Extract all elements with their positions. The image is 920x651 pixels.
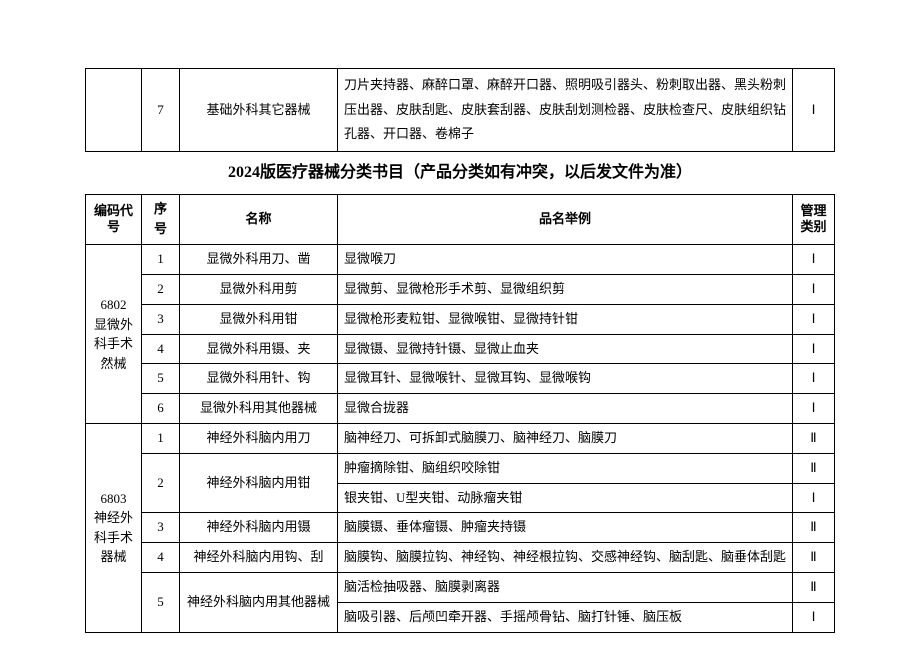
cell-seq: 3 (142, 304, 180, 334)
cell-examples: 显微镊、显微持针镊、显微止血夹 (338, 334, 793, 364)
table-row: 3 神经外科脑内用镊 脑膜镊、垂体瘤镊、肿瘤夹持镊 Ⅱ (86, 513, 835, 543)
cell-name: 神经外科脑内用钩、刮 (180, 543, 338, 573)
cell-name: 神经外科脑内用镊 (180, 513, 338, 543)
cell-examples: 显微枪形麦粒钳、显微喉钳、显微持针钳 (338, 304, 793, 334)
cell-seq: 1 (142, 424, 180, 454)
cell-name: 显微外科用其他器械 (180, 394, 338, 424)
section-code-6803: 6803 神经外科手术器械 (86, 424, 142, 633)
cell-examples: 显微耳针、显微喉针、显微耳钩、显微喉钩 (338, 364, 793, 394)
cell-seq: 2 (142, 275, 180, 305)
fragment-seq: 7 (142, 69, 180, 152)
cell-mgmt: Ⅰ (793, 394, 835, 424)
table-title: 2024版医疗器械分类书目（产品分类如有冲突，以后发文件为准） (86, 152, 835, 195)
fragment-code-cell (86, 69, 142, 152)
fragment-desc: 刀片夹持器、麻醉口罩、麻醉开口器、照明吸引器头、粉刺取出器、黑头粉刺压出器、皮肤… (338, 69, 793, 152)
table-row: 2 显微外科用剪 显微剪、显微枪形手术剪、显微组织剪 Ⅰ (86, 275, 835, 305)
cell-examples: 显微喉刀 (338, 245, 793, 275)
cell-examples: 脑膜镊、垂体瘤镊、肿瘤夹持镊 (338, 513, 793, 543)
cell-seq: 2 (142, 453, 180, 513)
table-row: 5 显微外科用针、钩 显微耳针、显微喉针、显微耳钩、显微喉钩 Ⅰ (86, 364, 835, 394)
cell-examples: 银夹钳、U型夹钳、动脉瘤夹钳 (338, 483, 793, 513)
cell-seq: 5 (142, 573, 180, 633)
cell-seq: 4 (142, 334, 180, 364)
cell-mgmt: Ⅱ (793, 424, 835, 454)
cell-seq: 3 (142, 513, 180, 543)
header-seq: 序号 (142, 194, 180, 245)
cell-name: 神经外科脑内用钳 (180, 453, 338, 513)
header-mgmt: 管理类别 (793, 194, 835, 245)
cell-mgmt: Ⅰ (793, 304, 835, 334)
table-row: 6803 神经外科手术器械 1 神经外科脑内用刀 脑神经刀、可拆卸式脑膜刀、脑神… (86, 424, 835, 454)
cell-mgmt: Ⅰ (793, 364, 835, 394)
table-row: 3 显微外科用钳 显微枪形麦粒钳、显微喉钳、显微持针钳 Ⅰ (86, 304, 835, 334)
fragment-name: 基础外科其它器械 (180, 69, 338, 152)
section-code-6802: 6802 显微外科手术然械 (86, 245, 142, 424)
fragment-row: 7 基础外科其它器械 刀片夹持器、麻醉口罩、麻醉开口器、照明吸引器头、粉刺取出器… (86, 69, 835, 152)
cell-name: 显微外科用镊、夹 (180, 334, 338, 364)
table-row: 5 神经外科脑内用其他器械 脑活检抽吸器、脑膜剥离器 Ⅱ (86, 573, 835, 603)
cell-seq: 5 (142, 364, 180, 394)
fragment-mgmt: Ⅰ (793, 69, 835, 152)
header-code: 编码代号 (86, 194, 142, 245)
table-row: 4 显微外科用镊、夹 显微镊、显微持针镊、显微止血夹 Ⅰ (86, 334, 835, 364)
cell-examples: 显微剪、显微枪形手术剪、显微组织剪 (338, 275, 793, 305)
cell-examples: 脑膜钩、脑膜拉钩、神经钩、神经根拉钩、交感神经钩、脑刮匙、脑垂体刮匙 (338, 543, 793, 573)
cell-seq: 4 (142, 543, 180, 573)
cell-name: 显微外科用针、钩 (180, 364, 338, 394)
title-row: 2024版医疗器械分类书目（产品分类如有冲突，以后发文件为准） (86, 152, 835, 195)
cell-mgmt: Ⅱ (793, 513, 835, 543)
medical-device-table: 7 基础外科其它器械 刀片夹持器、麻醉口罩、麻醉开口器、照明吸引器头、粉刺取出器… (85, 68, 835, 633)
cell-mgmt: Ⅰ (793, 275, 835, 305)
table-row: 2 神经外科脑内用钳 肿瘤摘除钳、脑组织咬除钳 Ⅱ (86, 453, 835, 483)
cell-mgmt: Ⅰ (793, 602, 835, 632)
cell-name: 显微外科用刀、凿 (180, 245, 338, 275)
cell-name: 显微外科用剪 (180, 275, 338, 305)
cell-mgmt: Ⅱ (793, 453, 835, 483)
cell-examples: 脑活检抽吸器、脑膜剥离器 (338, 573, 793, 603)
cell-name: 神经外科脑内用刀 (180, 424, 338, 454)
table-row: 6 显微外科用其他器械 显微合拢器 Ⅰ (86, 394, 835, 424)
cell-name: 神经外科脑内用其他器械 (180, 573, 338, 633)
table-row: 4 神经外科脑内用钩、刮 脑膜钩、脑膜拉钩、神经钩、神经根拉钩、交感神经钩、脑刮… (86, 543, 835, 573)
cell-examples: 显微合拢器 (338, 394, 793, 424)
cell-name: 显微外科用钳 (180, 304, 338, 334)
cell-seq: 6 (142, 394, 180, 424)
cell-mgmt: Ⅱ (793, 573, 835, 603)
header-row: 编码代号 序号 名称 品名举例 管理类别 (86, 194, 835, 245)
cell-examples: 脑神经刀、可拆卸式脑膜刀、脑神经刀、脑膜刀 (338, 424, 793, 454)
cell-mgmt: Ⅰ (793, 245, 835, 275)
cell-mgmt: Ⅰ (793, 334, 835, 364)
table-row: 6802 显微外科手术然械 1 显微外科用刀、凿 显微喉刀 Ⅰ (86, 245, 835, 275)
header-name: 名称 (180, 194, 338, 245)
cell-examples: 脑吸引器、后颅凹牵开器、手摇颅骨钻、脑打针锤、脑压板 (338, 602, 793, 632)
cell-seq: 1 (142, 245, 180, 275)
cell-mgmt: Ⅰ (793, 483, 835, 513)
cell-examples: 肿瘤摘除钳、脑组织咬除钳 (338, 453, 793, 483)
header-examples: 品名举例 (338, 194, 793, 245)
cell-mgmt: Ⅱ (793, 543, 835, 573)
